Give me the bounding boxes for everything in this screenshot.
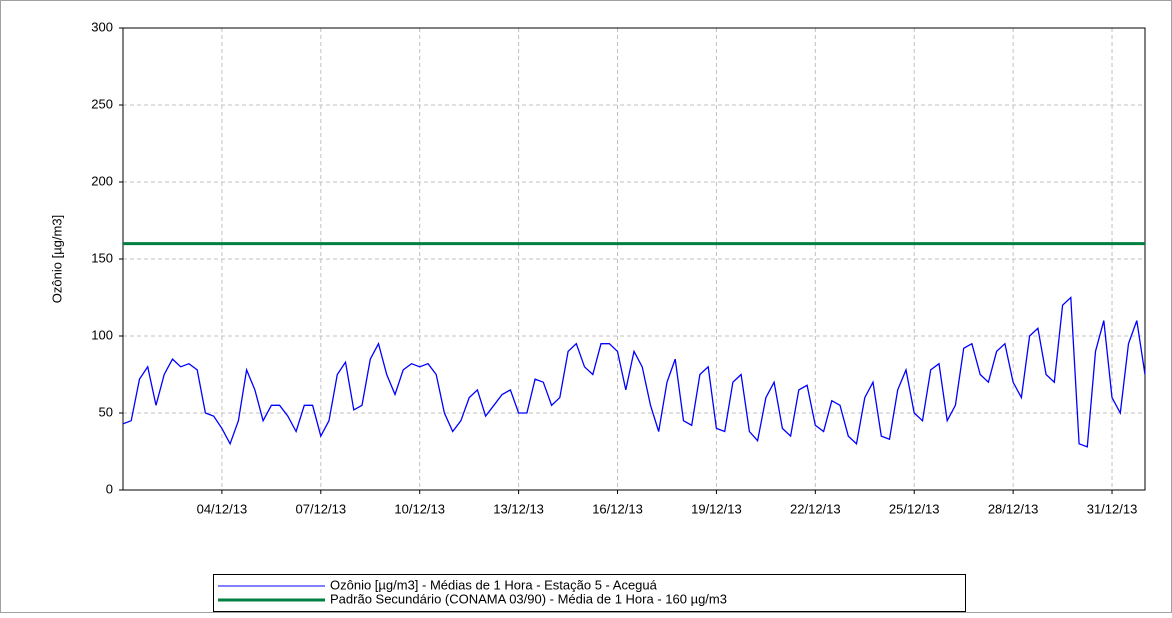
x-tick-label: 31/12/13 bbox=[1087, 501, 1138, 516]
series-line bbox=[122, 296, 1146, 448]
x-tick-label: 07/12/13 bbox=[296, 501, 347, 516]
y-axis-label: Ozônio [µg/m3] bbox=[49, 215, 64, 303]
x-tick-label: 25/12/13 bbox=[889, 501, 940, 516]
x-tick-label: 04/12/13 bbox=[197, 501, 248, 516]
y-tick-label: 100 bbox=[91, 327, 113, 342]
x-tick-label: 13/12/13 bbox=[493, 501, 544, 516]
y-tick-label: 150 bbox=[91, 250, 113, 265]
y-tick-label: 250 bbox=[91, 96, 113, 111]
x-tick-label: 16/12/13 bbox=[592, 501, 643, 516]
x-tick-label: 19/12/13 bbox=[691, 501, 742, 516]
plot-area bbox=[122, 27, 1146, 491]
y-tick-label: 300 bbox=[91, 19, 113, 34]
y-tick-label: 50 bbox=[99, 404, 113, 419]
x-tick-label: 28/12/13 bbox=[988, 501, 1039, 516]
x-tick-label: 22/12/13 bbox=[790, 501, 841, 516]
legend-label: Ozônio [µg/m3] - Médias de 1 Hora - Esta… bbox=[330, 577, 658, 592]
y-tick-label: 200 bbox=[91, 173, 113, 188]
legend-box bbox=[213, 574, 966, 612]
y-tick-label: 0 bbox=[106, 481, 113, 496]
legend-label: Padrão Secundário (CONAMA 03/90) - Média… bbox=[330, 591, 727, 606]
x-tick-label: 10/12/13 bbox=[394, 501, 445, 516]
